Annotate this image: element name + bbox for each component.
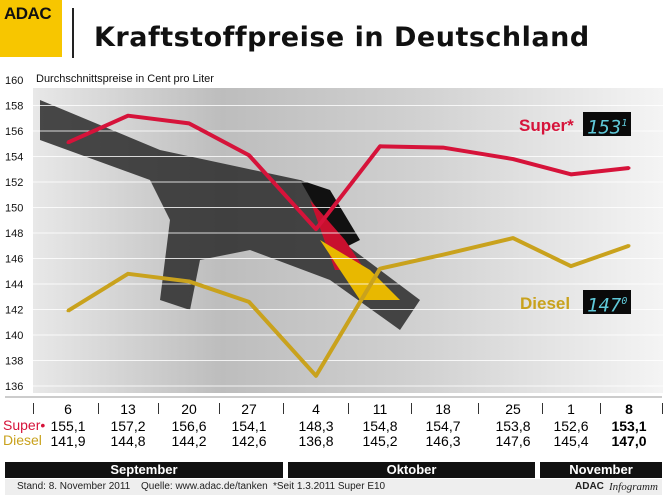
diesel-value: 147,6 (495, 433, 531, 449)
diesel-point (569, 264, 573, 268)
diesel-value: 144,8 (110, 433, 146, 449)
diesel-point (441, 253, 445, 257)
y-tick-label: 160 (5, 75, 23, 87)
brand: ADAC (575, 481, 604, 492)
super-row-label: Super• (3, 417, 46, 433)
y-tick-label: 158 (5, 101, 23, 113)
tick-separator (283, 403, 284, 414)
x-tick-label: 11 (372, 401, 388, 417)
tick-separator (542, 403, 543, 414)
page-title: Kraftstoffpreise in Deutschland (94, 22, 590, 53)
super-point (511, 157, 515, 161)
super-value: 155,1 (50, 418, 86, 434)
y-tick-label: 146 (5, 254, 23, 266)
diesel-value: 142,6 (231, 433, 267, 449)
x-tick-label: 4 (312, 401, 320, 417)
diesel-point (511, 236, 515, 240)
super-value: 154,7 (425, 418, 461, 434)
super-value: 153,1 (611, 418, 647, 434)
y-tick-label: 152 (5, 177, 23, 189)
brand-infogramm: Infogramm (609, 481, 658, 493)
x-tick-label: 1 (567, 401, 575, 417)
tick-separator (33, 403, 34, 414)
super-value: 152,6 (553, 418, 589, 434)
y-tick-label: 148 (5, 228, 23, 240)
super-point (66, 140, 70, 144)
y-tick-label: 138 (5, 356, 23, 368)
adac-logo: ADAC (0, 0, 62, 57)
tick-separator (411, 403, 412, 414)
super-value: 154,8 (362, 418, 398, 434)
diesel-point (247, 300, 251, 304)
super-line (67, 113, 630, 232)
diesel-value: 144,2 (171, 433, 207, 449)
super-point (314, 227, 318, 231)
diesel-value: 136,8 (298, 433, 334, 449)
fuel-nozzle-shape (40, 100, 420, 330)
footer: Stand: 8. November 2011 Quelle: www.adac… (5, 479, 662, 495)
diesel-point (187, 279, 191, 283)
tick-separator (158, 403, 159, 414)
source: Quelle: www.adac.de/tanken (141, 481, 268, 492)
diesel-value: 145,2 (362, 433, 398, 449)
y-tick-label: 154 (5, 152, 23, 164)
y-tick-label: 156 (5, 126, 23, 138)
diesel-point (66, 309, 70, 313)
tick-separator (219, 403, 220, 414)
super-display: 1531 (583, 112, 632, 138)
subtitle: Durchschnittspreise in Cent pro Liter (36, 73, 214, 85)
x-tick-label: 6 (64, 401, 72, 417)
month-oktober: Oktober (288, 462, 535, 478)
tick-separator (478, 403, 479, 414)
super-point (378, 144, 382, 148)
diesel-value: 147,0 (611, 433, 647, 449)
super-label: Super* (519, 116, 574, 135)
tick-separator (348, 403, 349, 414)
month-november: November (540, 462, 662, 478)
x-tick-label: 8 (625, 401, 633, 417)
diesel-point (378, 267, 382, 271)
y-tick-label: 142 (5, 305, 23, 317)
diesel-point (627, 244, 631, 248)
y-tick-label: 140 (5, 330, 23, 342)
x-tick-label: 27 (241, 401, 257, 417)
x-tick-label: 13 (120, 401, 136, 417)
super-value: 157,2 (110, 418, 146, 434)
diesel-value: 141,9 (50, 433, 86, 449)
month-september: September (5, 462, 283, 478)
super-point (126, 114, 130, 118)
footnote: *Seit 1.3.2011 Super E10 (273, 481, 386, 492)
diesel-label: Diesel (520, 294, 571, 313)
super-point (569, 172, 573, 176)
super-value: 154,1 (231, 418, 267, 434)
tick-separator (600, 403, 601, 414)
diesel-row-label: Diesel (3, 432, 42, 448)
tick-separator (662, 403, 663, 414)
super-point (247, 153, 251, 157)
chart: 136 138 140 142 144 146 148 150 152 154 156 158 160 (5, 75, 663, 398)
tick-separator (98, 403, 99, 414)
diesel-display: 1470 (583, 290, 632, 316)
y-tick-label: 136 (5, 381, 23, 393)
diesel-point (314, 374, 318, 378)
super-value: 148,3 (298, 418, 334, 434)
flag-gold (320, 240, 400, 300)
diesel-point (126, 272, 130, 276)
x-tick-label: 20 (181, 401, 197, 417)
super-value: 156,6 (171, 418, 207, 434)
diesel-line (66, 236, 630, 378)
super-point (187, 121, 191, 125)
diesel-value: 146,3 (425, 433, 461, 449)
super-point (627, 166, 631, 170)
super-point (441, 146, 445, 150)
y-tick-label: 150 (5, 203, 23, 215)
diesel-value: 145,4 (553, 433, 589, 449)
super-value: 153,8 (495, 418, 531, 434)
stand: Stand: 8. November 2011 (17, 481, 131, 492)
y-tick-label: 144 (5, 279, 23, 291)
x-tick-label: 25 (505, 401, 521, 417)
divider (72, 8, 74, 58)
x-tick-label: 18 (435, 401, 451, 417)
